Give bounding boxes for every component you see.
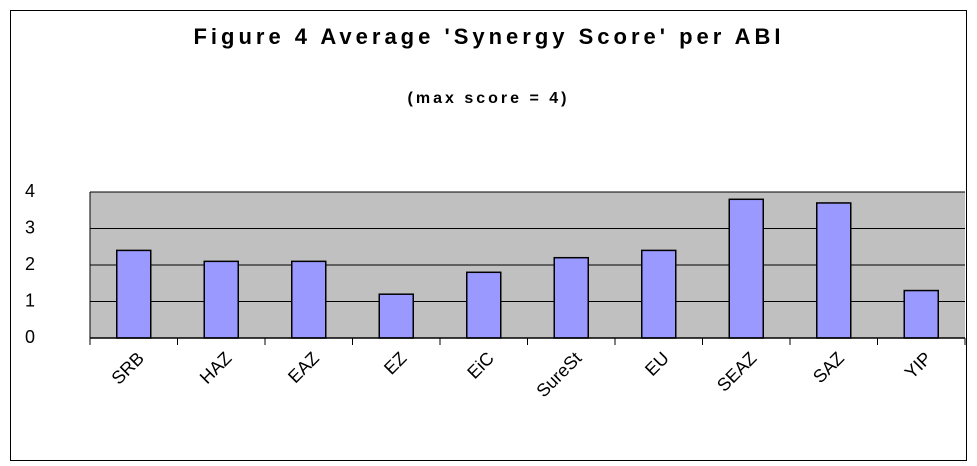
chart-title: Figure 4 Average 'Synergy Score' per ABI (193, 24, 785, 49)
bar (641, 249, 677, 339)
x-tick-label: SureSt (532, 348, 585, 401)
y-tick-label: 4 (25, 181, 35, 201)
chart-frame (10, 10, 967, 461)
bar (816, 202, 852, 339)
x-tick-label: EU (641, 348, 673, 380)
x-tick-label: SEAZ (713, 348, 760, 395)
x-tick-label: YIP (901, 348, 936, 383)
y-tick-label: 0 (25, 327, 35, 347)
x-tick-label: HAZ (196, 348, 236, 388)
bar (903, 289, 939, 339)
chart-subtitle: (max score = 4) (407, 90, 570, 107)
bar (728, 198, 764, 339)
bar (203, 260, 239, 339)
x-tick-label: EiC (463, 348, 498, 383)
bar (553, 256, 589, 339)
y-tick-label: 1 (25, 290, 35, 310)
bar (466, 271, 502, 339)
y-tick-label: 2 (25, 254, 35, 274)
x-tick-label: EAZ (284, 348, 323, 387)
x-tick-label: SAZ (809, 348, 848, 387)
x-tick-label: SRB (108, 348, 148, 388)
bar (291, 260, 327, 339)
x-tick-label: EZ (380, 348, 410, 378)
bar (378, 293, 414, 339)
y-tick-label: 3 (25, 217, 35, 237)
bar (116, 249, 152, 339)
